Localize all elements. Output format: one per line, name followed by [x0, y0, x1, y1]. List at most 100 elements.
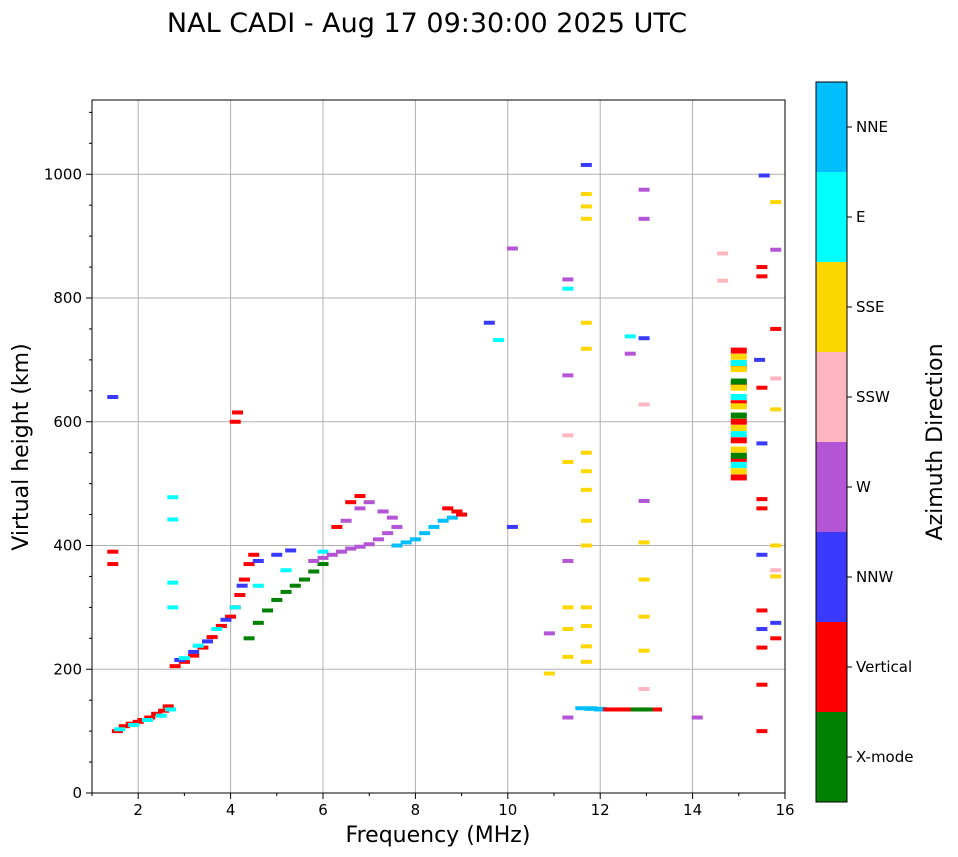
echo-point-vertical	[756, 265, 768, 270]
x-tick-label: 14	[683, 801, 702, 819]
y-tick-label: 1000	[44, 165, 82, 183]
echo-point-ssw	[770, 568, 782, 573]
echo-point-e	[165, 707, 177, 712]
colorbar-label-nnw: NNW	[856, 568, 893, 586]
echo-point-vertical	[451, 509, 463, 514]
echo-point-w	[638, 187, 650, 192]
echo-point-sse	[730, 403, 747, 410]
colorbar-segment-x-mode	[816, 712, 847, 802]
echo-point-sse	[770, 543, 782, 548]
echo-point-vertical	[215, 623, 227, 628]
echo-point-e	[167, 495, 179, 500]
echo-point-e	[167, 580, 179, 585]
echo-point-nnw	[770, 620, 782, 625]
x-axis-label: Frequency (MHz)	[346, 823, 531, 848]
echo-point-w	[382, 531, 394, 536]
echo-point-sse	[580, 623, 592, 628]
echo-point-vertical	[770, 326, 782, 331]
echo-point-w	[638, 498, 650, 503]
echo-point-x-mode	[308, 569, 320, 574]
echo-point-nnw	[220, 617, 232, 622]
colorbar-segment-sse	[816, 262, 847, 352]
echo-point-w	[345, 546, 357, 551]
echo-point-sse	[580, 346, 592, 351]
x-tick-label: 10	[498, 801, 517, 819]
echo-point-nne	[437, 518, 449, 523]
echo-point-sse	[730, 468, 747, 475]
echo-point-nnw	[483, 320, 495, 325]
echo-point-w	[354, 506, 366, 511]
echo-point-vertical	[345, 500, 357, 505]
echo-point-vertical	[162, 704, 174, 709]
colorbar-label-ssw: SSW	[856, 388, 890, 406]
echo-point-x-mode	[271, 597, 283, 602]
echo-point-vertical	[118, 724, 130, 729]
chart-title: NAL CADI - Aug 17 09:30:00 2025 UTC	[167, 8, 687, 39]
echo-point-nnw	[756, 627, 768, 632]
echo-point-sse	[770, 200, 782, 205]
colorbar-segment-nnw	[816, 532, 847, 622]
echo-point-vertical	[770, 636, 782, 641]
colorbar-label-e: E	[856, 208, 865, 226]
plot-frame	[91, 99, 786, 794]
x-tick-label: 16	[775, 801, 794, 819]
colorbar-label-vertical: Vertical	[856, 658, 912, 676]
echo-point-w	[372, 537, 384, 542]
echo-point-nne	[446, 515, 458, 520]
plot-area	[92, 100, 785, 793]
echo-point-vertical	[169, 664, 181, 669]
echo-point-x-mode	[280, 589, 292, 594]
echo-point-sse	[730, 384, 747, 391]
echo-point-vertical	[756, 608, 768, 613]
echo-point-nnw	[754, 357, 766, 362]
echo-point-nnw	[758, 173, 770, 178]
echo-point-vertical	[158, 708, 170, 713]
echo-point-vertical	[188, 653, 200, 658]
echo-point-w	[562, 715, 574, 720]
echo-point-w	[354, 544, 366, 549]
colorbar-segment-w	[816, 442, 847, 532]
echo-point-sse	[770, 574, 782, 579]
echo-point-sse	[730, 353, 747, 360]
echo-point-e	[178, 656, 190, 661]
echo-point-vertical	[229, 419, 241, 424]
echo-point-vertical	[248, 552, 260, 557]
echo-point-w	[638, 216, 650, 221]
x-tick-label: 6	[318, 801, 328, 819]
colorbar-frame	[815, 81, 848, 803]
echo-point-vertical	[756, 385, 768, 390]
echo-point-e	[114, 727, 126, 732]
echo-point-sse	[580, 469, 592, 474]
echo-point-e	[730, 359, 747, 366]
x-tick-label: 12	[591, 801, 610, 819]
echo-point-sse	[638, 540, 650, 545]
echo-point-sse	[638, 648, 650, 653]
echo-point-nnw	[252, 558, 264, 563]
echo-point-nne	[391, 543, 403, 548]
echo-point-x-mode	[317, 562, 329, 567]
echo-point-sse	[730, 424, 747, 431]
echo-point-nne	[419, 531, 431, 536]
echo-point-sse	[580, 204, 592, 209]
echo-point-sse	[562, 654, 574, 659]
echo-point-vertical	[730, 474, 747, 481]
echo-point-w	[562, 277, 574, 282]
echo-point-w	[335, 549, 347, 554]
echo-point-sse	[580, 320, 592, 325]
echo-point-e	[128, 722, 140, 727]
echo-point-vertical	[730, 347, 747, 354]
echo-point-nnw	[638, 336, 650, 341]
echo-point-nne	[400, 540, 412, 545]
echo-point-nnw	[236, 583, 248, 588]
echo-point-e	[493, 338, 505, 343]
echo-point-sse	[580, 192, 592, 197]
echo-point-sse	[580, 543, 592, 548]
echo-point-sse	[638, 614, 650, 619]
echo-point-sse	[580, 487, 592, 492]
y-tick-label: 600	[53, 413, 82, 431]
echo-point-nne	[409, 537, 421, 542]
echo-point-vertical	[612, 707, 635, 712]
colorbar-label-nne: NNE	[856, 118, 888, 136]
echo-point-ssw	[717, 251, 729, 256]
echo-point-vertical	[730, 455, 747, 462]
